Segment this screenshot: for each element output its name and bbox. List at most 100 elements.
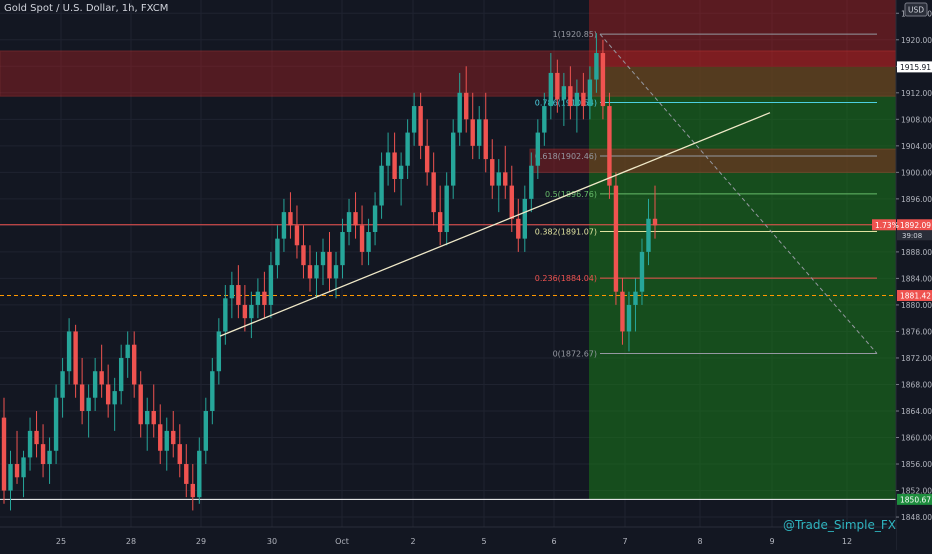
candle-body-4 bbox=[27, 430, 33, 458]
candle-body-31 bbox=[203, 410, 209, 451]
candle-body-6 bbox=[40, 444, 46, 465]
candle-body-66 bbox=[431, 172, 436, 213]
x-tick-label-4: Oct bbox=[335, 537, 349, 546]
candle-body-36 bbox=[236, 285, 241, 305]
candle-body-96 bbox=[626, 304, 632, 332]
candle-body-3 bbox=[21, 457, 26, 478]
chart-title: Gold Spot / U.S. Dollar, 1h, FXCM bbox=[4, 3, 169, 14]
price-sub-1: 39:08 bbox=[902, 232, 922, 240]
candle-body-28 bbox=[184, 464, 189, 484]
candle-body-89 bbox=[581, 92, 586, 107]
candle-body-77 bbox=[503, 172, 508, 186]
currency-badge-bg bbox=[904, 2, 928, 17]
candle-body-64 bbox=[418, 106, 423, 146]
candle-body-83 bbox=[542, 106, 547, 133]
candle-body-62 bbox=[405, 132, 410, 166]
candle-body-72 bbox=[470, 119, 475, 146]
x-tick-label-3: 30 bbox=[267, 537, 277, 546]
candle-body-43 bbox=[281, 212, 287, 239]
candle-body-63 bbox=[411, 106, 417, 133]
candle-body-71 bbox=[464, 92, 469, 120]
y-tick-label-2: 1856.00 bbox=[901, 460, 932, 469]
candle-body-92 bbox=[600, 53, 606, 107]
candle-body-84 bbox=[548, 72, 554, 107]
candle-body-57 bbox=[372, 205, 378, 233]
candle-body-8 bbox=[53, 397, 59, 451]
candle-body-47 bbox=[307, 265, 313, 279]
y-tick-label-13: 1900.00 bbox=[901, 168, 932, 177]
candle-body-70 bbox=[457, 92, 462, 133]
candle-body-46 bbox=[301, 245, 306, 266]
candle-body-87 bbox=[568, 86, 573, 107]
candle-body-45 bbox=[294, 225, 300, 246]
fib-diagonal bbox=[599, 33, 878, 354]
price-label-bg-2 bbox=[897, 290, 932, 302]
candle-body-56 bbox=[366, 232, 371, 252]
price-label-2: 1881.42 bbox=[900, 292, 931, 301]
candle-body-40 bbox=[262, 291, 267, 305]
y-axis-panel bbox=[896, 0, 932, 550]
y-tick-label-4: 1864.00 bbox=[901, 407, 932, 416]
candle-body-100 bbox=[652, 218, 658, 226]
candle-body-78 bbox=[509, 185, 514, 219]
candle-body-93 bbox=[607, 106, 612, 186]
y-tick-label-12: 1896.00 bbox=[901, 195, 932, 204]
trendline bbox=[219, 112, 771, 337]
candle-body-25 bbox=[164, 430, 169, 451]
y-tick-label-7: 1876.00 bbox=[901, 327, 932, 336]
y-tick-label-1: 1852.00 bbox=[901, 487, 932, 496]
stop-zone bbox=[589, 0, 896, 67]
x-tick-label-8: 7 bbox=[622, 537, 627, 546]
candle-body-98 bbox=[639, 251, 645, 292]
candle-body-74 bbox=[483, 119, 488, 160]
candle-body-14 bbox=[92, 371, 98, 398]
candle-body-91 bbox=[594, 53, 599, 80]
candle-body-23 bbox=[151, 410, 156, 425]
fib-label-0: 1(1920.85) bbox=[553, 30, 597, 39]
candle-body-13 bbox=[86, 397, 91, 411]
candle-body-35 bbox=[229, 285, 235, 299]
y-tick-label-6: 1872.00 bbox=[901, 354, 932, 363]
fib-label-2: 0.618(1902.46) bbox=[535, 152, 597, 161]
x-tick-label-2: 29 bbox=[196, 537, 206, 546]
candle-body-95 bbox=[620, 291, 625, 332]
candle-body-75 bbox=[490, 159, 495, 186]
y-tick-label-0: 1848.00 bbox=[901, 513, 932, 522]
candle-body-59 bbox=[385, 152, 391, 166]
candle-body-67 bbox=[437, 212, 443, 233]
y-tick-label-5: 1868.00 bbox=[901, 380, 932, 389]
x-tick-label-1: 28 bbox=[126, 537, 136, 546]
candle-body-34 bbox=[223, 298, 228, 332]
fib-label-5: 0.236(1884.04) bbox=[535, 274, 597, 283]
x-tick-label-7: 6 bbox=[551, 537, 556, 546]
candle-body-88 bbox=[574, 92, 580, 107]
candle-body-42 bbox=[275, 238, 280, 266]
x-tick-label-6: 5 bbox=[481, 537, 486, 546]
candle-body-73 bbox=[477, 119, 482, 146]
candle-body-81 bbox=[529, 165, 534, 199]
candle-body-69 bbox=[450, 132, 456, 186]
candle-body-97 bbox=[633, 291, 638, 305]
fib-label-3: 0.5(1896.76) bbox=[545, 190, 597, 199]
price-label-1: 1892.09 bbox=[900, 221, 931, 230]
x-tick-label-0: 25 bbox=[56, 537, 66, 546]
candle-body-2 bbox=[14, 464, 20, 478]
candle-body-86 bbox=[561, 86, 567, 100]
y-tick-label-9: 1884.00 bbox=[901, 274, 932, 283]
price-prefix-1: 1.73% bbox=[875, 221, 899, 230]
y-tick-label-3: 1860.00 bbox=[901, 434, 932, 443]
candle-body-10 bbox=[66, 331, 72, 372]
price-sub-bg-1 bbox=[897, 230, 932, 241]
price-label-bg-0 bbox=[897, 61, 932, 73]
candle-body-41 bbox=[268, 265, 274, 305]
candle-body-1 bbox=[8, 464, 13, 491]
y-tick-label-15: 1908.00 bbox=[901, 115, 932, 124]
price-label-0: 1915.91 bbox=[900, 63, 931, 72]
watermark: @Trade_Simple_FX bbox=[783, 518, 896, 532]
candle-body-55 bbox=[359, 225, 365, 252]
x-axis-panel bbox=[0, 527, 896, 550]
candle-body-22 bbox=[145, 410, 150, 425]
candle-body-39 bbox=[255, 291, 261, 305]
candle-body-52 bbox=[340, 232, 345, 266]
